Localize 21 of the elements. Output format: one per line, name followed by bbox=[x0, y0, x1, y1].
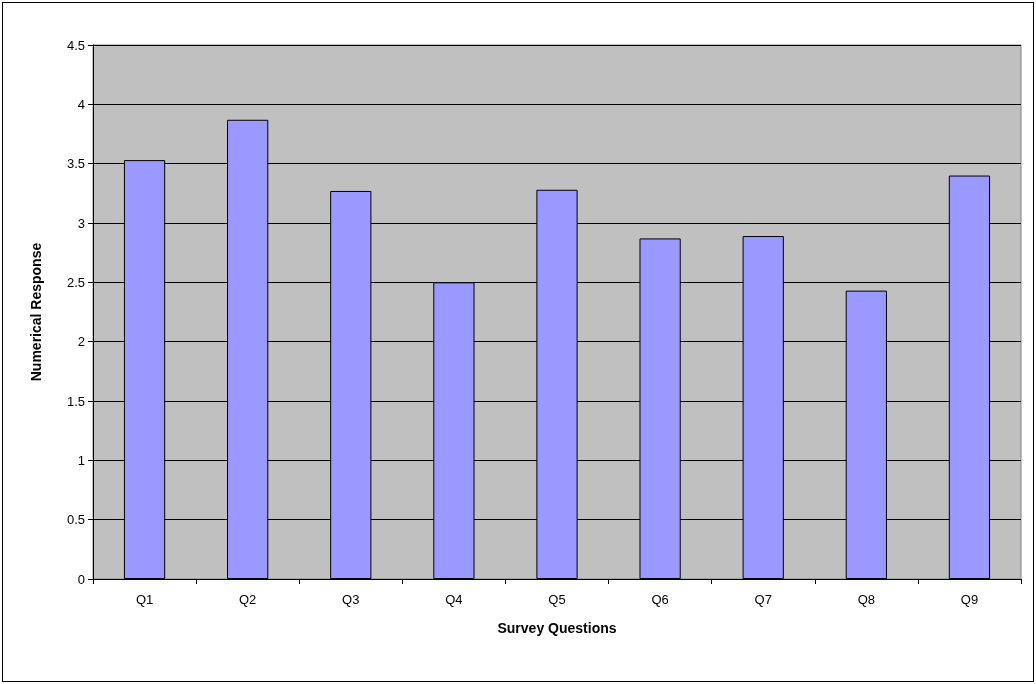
y-tick-label: 2.5 bbox=[66, 274, 85, 290]
x-tick-label: Q5 bbox=[548, 592, 566, 607]
y-axis-title: Numerical Response bbox=[28, 242, 44, 382]
y-tick-label: 2 bbox=[77, 334, 85, 350]
y-tick-label: 0.5 bbox=[66, 512, 85, 528]
x-tick-label: Q2 bbox=[238, 592, 257, 607]
x-tick-label: Q7 bbox=[754, 592, 772, 607]
x-tick-label: Q8 bbox=[857, 592, 876, 607]
y-tick-label: 1.5 bbox=[66, 393, 85, 409]
x-tick-label: Q6 bbox=[651, 592, 669, 607]
y-tick-label: 0 bbox=[77, 571, 85, 587]
x-tick-label: Q1 bbox=[135, 592, 154, 607]
y-tick-label: 4.5 bbox=[66, 37, 85, 53]
y-tick-label: 1 bbox=[77, 452, 85, 468]
x-axis-title: Survey Questions bbox=[497, 620, 617, 636]
x-tick-label: Q9 bbox=[960, 592, 979, 607]
y-tick-label: 4 bbox=[77, 96, 85, 112]
x-tick-label: Q4 bbox=[445, 592, 463, 607]
y-tick-label: 3.5 bbox=[66, 156, 85, 172]
y-tick-label: 3 bbox=[77, 215, 85, 231]
x-tick-label: Q3 bbox=[342, 592, 360, 607]
